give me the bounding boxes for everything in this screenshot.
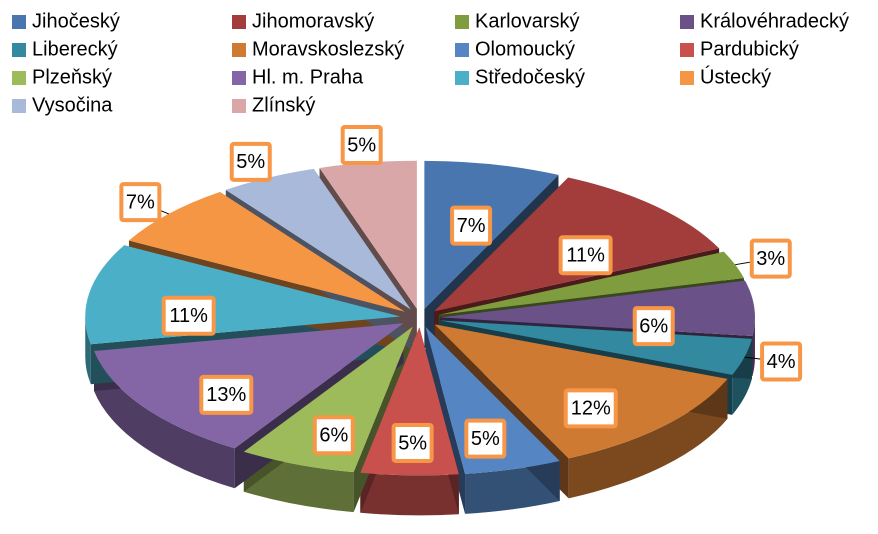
legend-label: Pardubický bbox=[700, 38, 799, 60]
data-label: 6% bbox=[319, 425, 348, 447]
slice bbox=[439, 320, 752, 375]
slice bbox=[225, 168, 411, 310]
label-box bbox=[450, 205, 493, 246]
label-box bbox=[312, 415, 355, 456]
slice-side bbox=[568, 378, 728, 499]
legend-swatch bbox=[12, 71, 26, 85]
legend-label: Jihočeský bbox=[32, 10, 120, 32]
legend-swatch bbox=[680, 15, 694, 29]
data-label: 5% bbox=[398, 432, 427, 454]
data-label: 7% bbox=[457, 215, 486, 237]
data-label: 12% bbox=[571, 398, 611, 420]
label-box bbox=[558, 235, 613, 276]
legend-label: Olomoucký bbox=[475, 38, 575, 60]
legend-label: Královéhradecký bbox=[700, 10, 849, 32]
data-label: 5% bbox=[236, 151, 265, 173]
data-label: 3% bbox=[756, 248, 785, 270]
legend-label: Karlovarský bbox=[475, 10, 579, 32]
legend-swatch bbox=[455, 71, 469, 85]
legend-swatch bbox=[232, 71, 246, 85]
legend-label: Zlínský bbox=[252, 94, 315, 116]
slice-side bbox=[85, 316, 91, 385]
legend-swatch bbox=[12, 15, 26, 29]
label-box bbox=[199, 374, 254, 415]
pie-tops bbox=[85, 160, 755, 476]
legend-swatch bbox=[232, 15, 246, 29]
legend-swatch bbox=[232, 43, 246, 57]
legend-label: Liberecký bbox=[32, 38, 118, 60]
slice bbox=[360, 327, 459, 476]
slice bbox=[243, 326, 413, 473]
data-label: 11% bbox=[169, 305, 208, 327]
legend-label: Ústecký bbox=[700, 65, 771, 88]
legend-swatch bbox=[12, 43, 26, 57]
legend-label: Vysočina bbox=[32, 94, 113, 116]
slice bbox=[128, 192, 405, 312]
slice bbox=[319, 160, 417, 309]
data-label: 7% bbox=[126, 191, 155, 213]
label-box bbox=[391, 422, 434, 463]
slice bbox=[439, 280, 755, 336]
legend-swatch bbox=[232, 99, 246, 113]
label-box bbox=[760, 341, 803, 382]
slice-side bbox=[752, 317, 755, 376]
legend-swatch bbox=[680, 71, 694, 85]
data-label: 11% bbox=[566, 244, 605, 266]
legend-label: Středočeský bbox=[475, 66, 585, 88]
legend-swatch bbox=[680, 43, 694, 57]
slice bbox=[438, 251, 744, 315]
slice-side bbox=[360, 472, 459, 516]
data-label: 5% bbox=[471, 428, 500, 450]
label-box bbox=[161, 295, 216, 336]
legend-label: Jihomoravský bbox=[252, 10, 374, 32]
label-box bbox=[464, 418, 507, 459]
data-label: 5% bbox=[347, 134, 376, 156]
legend-label: Moravskoslezský bbox=[252, 38, 404, 60]
legend-label: Plzeňský bbox=[32, 66, 112, 88]
data-label: 6% bbox=[639, 315, 668, 337]
legend-swatch bbox=[12, 99, 26, 113]
label-box bbox=[119, 182, 162, 223]
data-label: 13% bbox=[206, 384, 246, 406]
label-box bbox=[340, 124, 383, 165]
legend-label: Hl. m. Praha bbox=[252, 66, 364, 88]
slice-side bbox=[94, 351, 235, 489]
data-label: 4% bbox=[767, 351, 796, 373]
label-box bbox=[563, 388, 618, 429]
slice bbox=[425, 327, 560, 474]
label-box bbox=[749, 238, 792, 279]
label-box bbox=[229, 141, 272, 182]
legend-swatch bbox=[455, 43, 469, 57]
label-box bbox=[632, 306, 675, 347]
legend-swatch bbox=[455, 15, 469, 29]
